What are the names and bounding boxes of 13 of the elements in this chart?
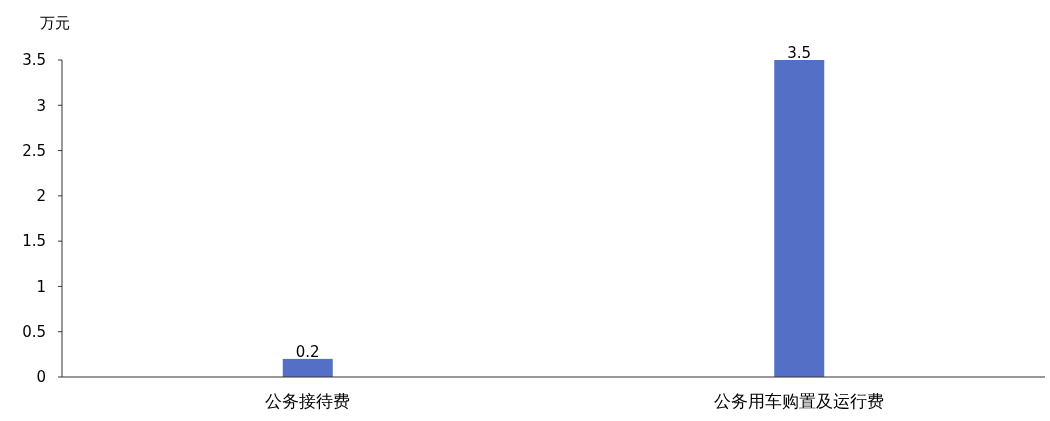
y-tick-label: 2 [36, 187, 46, 206]
data-label: 0.2 [295, 342, 320, 361]
data-label: 3.5 [787, 44, 812, 62]
y-tick-label: 0 [36, 368, 46, 387]
y-tick-label: 3 [36, 96, 46, 115]
y-tick-label: 1.5 [22, 232, 46, 251]
y-tick-label: 2.5 [22, 141, 46, 160]
y-tick-label: 0.5 [22, 322, 46, 341]
x-tick-label: 公务接待费 [265, 391, 351, 411]
y-tick-label: 1 [36, 277, 46, 296]
y-axis-title: 万元 [40, 14, 70, 32]
x-tick-label: 公务用车购置及运行费 [714, 391, 885, 411]
y-tick-label: 3.5 [22, 51, 46, 70]
